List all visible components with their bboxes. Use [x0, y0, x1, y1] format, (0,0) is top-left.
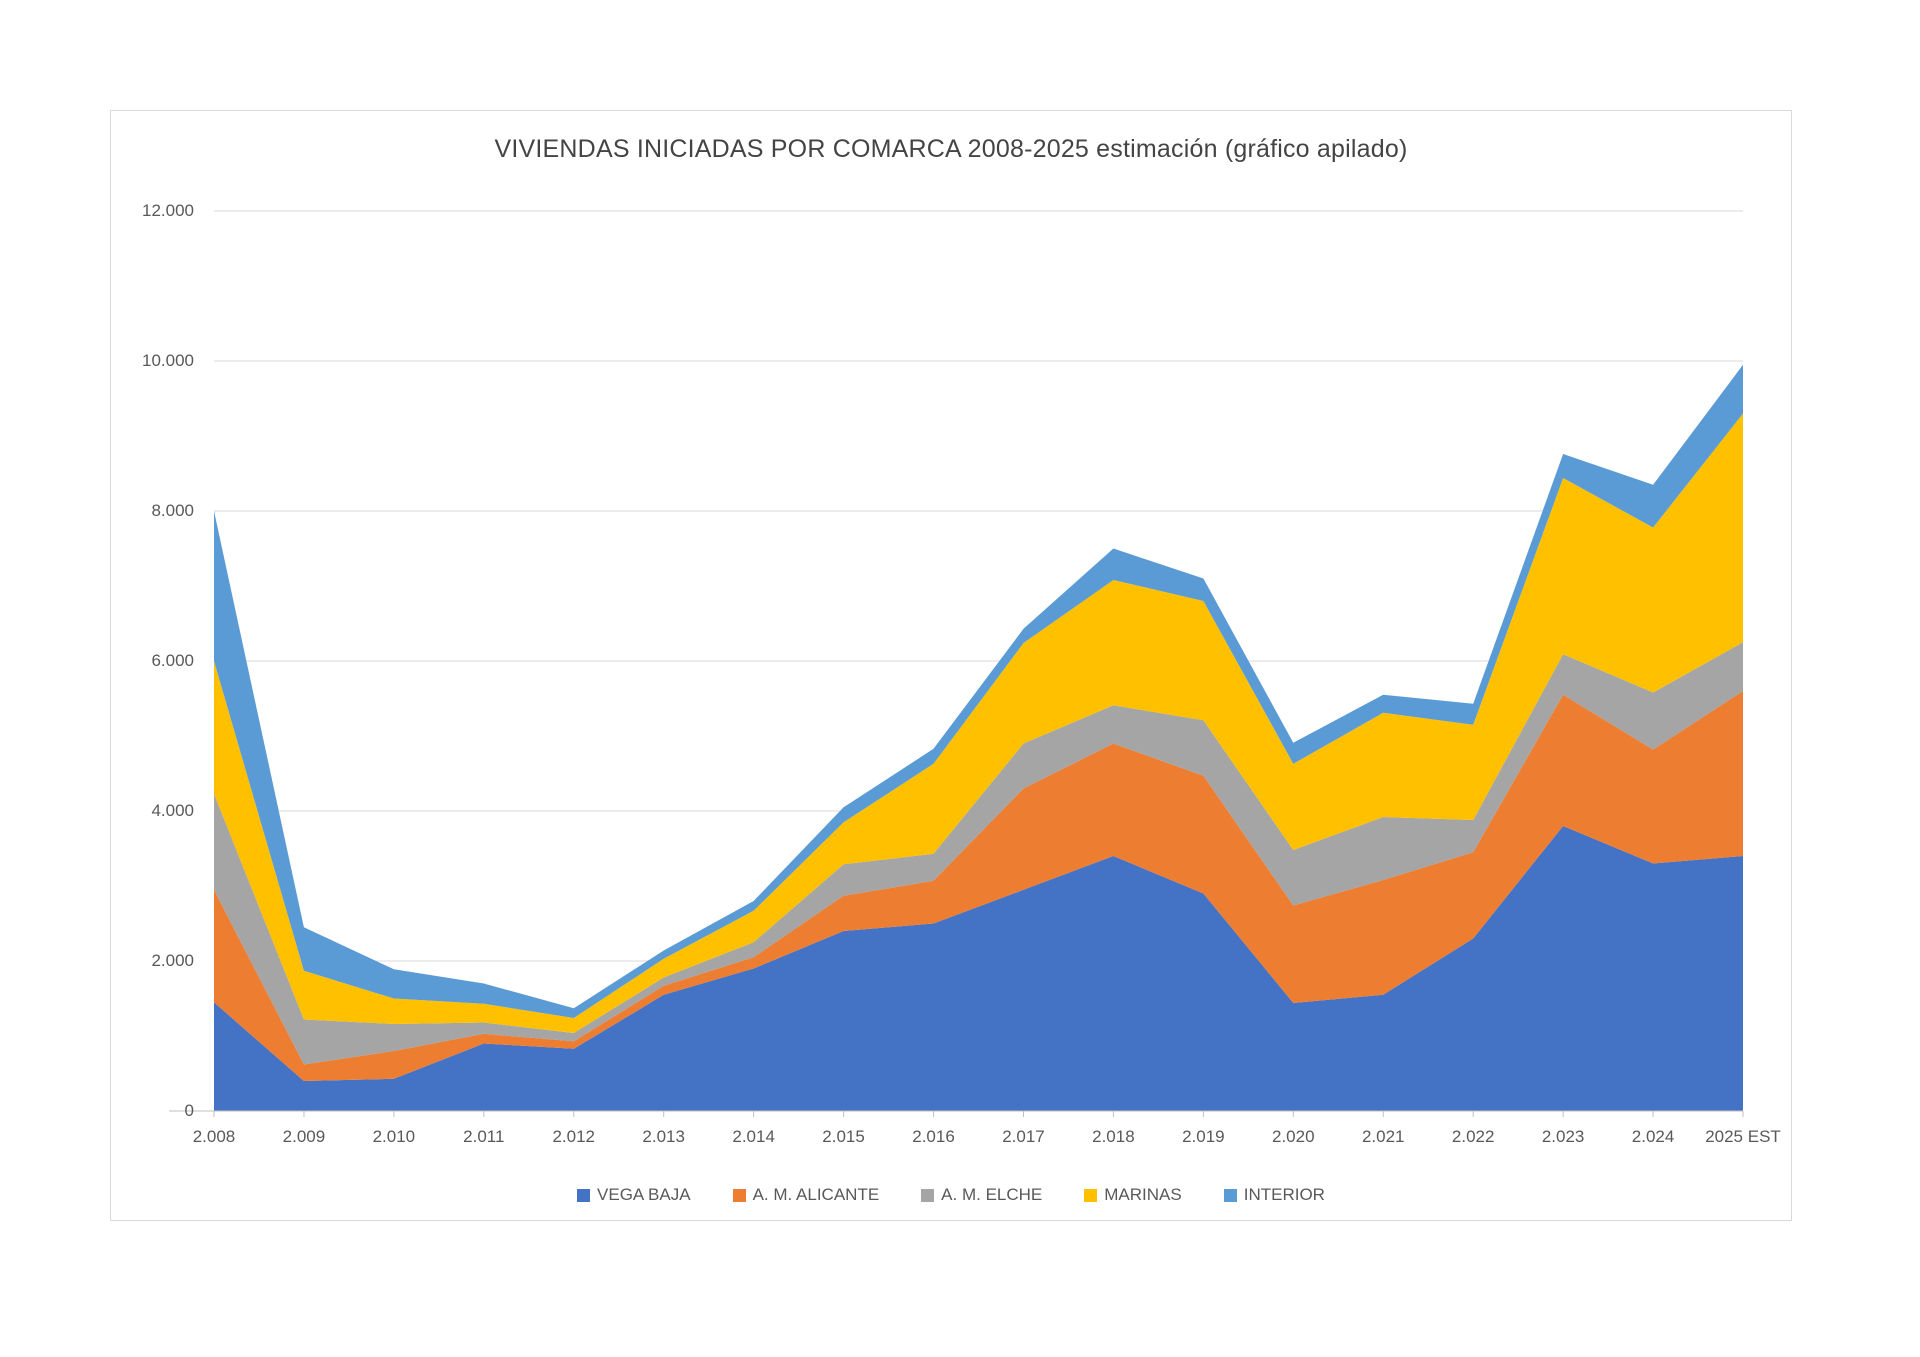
- x-axis-label: 2.016: [912, 1127, 955, 1146]
- y-axis-label: 4.000: [151, 801, 194, 820]
- x-axis-label: 2.021: [1361, 1127, 1405, 1146]
- y-axis-label: 0: [184, 1101, 194, 1120]
- x-axis-label: 2.022: [1451, 1127, 1495, 1146]
- plot-area[interactable]: [111, 111, 1793, 1222]
- series-area-a-m-elche[interactable]: [214, 642, 1743, 1065]
- legend-item-marinas[interactable]: MARINAS: [1084, 1185, 1182, 1205]
- x-axis-label: 2.020: [1272, 1127, 1315, 1146]
- chart-frame[interactable]: VIVIENDAS INICIADAS POR COMARCA 2008-202…: [110, 110, 1792, 1221]
- x-axis-label: 2.018: [1092, 1127, 1135, 1146]
- series-area-a-m-alicante[interactable]: [214, 691, 1743, 1081]
- x-axis-label: 2.012: [552, 1127, 596, 1146]
- x-axis-label: 2.015: [822, 1127, 865, 1146]
- x-axis-label: 2.010: [372, 1127, 416, 1146]
- legend-item-interior[interactable]: INTERIOR: [1223, 1185, 1325, 1205]
- y-axis-label: 6.000: [151, 651, 194, 670]
- y-axis-label: 12.000: [142, 201, 194, 220]
- legend-label-marinas: MARINAS: [1104, 1185, 1182, 1204]
- series-area-vega-baja[interactable]: [214, 826, 1743, 1111]
- legend-label-a-m-elche: A. M. ELCHE: [941, 1185, 1043, 1204]
- legend-swatch-a-m-alicante: [732, 1188, 746, 1202]
- x-axis-label: 2.024: [1631, 1127, 1675, 1146]
- legend-item-a-m-elche[interactable]: A. M. ELCHE: [921, 1185, 1042, 1205]
- x-axis-label: 2.017: [1002, 1127, 1045, 1146]
- x-axis-label: 2025 EST: [1705, 1127, 1781, 1146]
- x-axis-label: 2.008: [192, 1127, 236, 1146]
- y-axis-label: 8.000: [151, 501, 194, 520]
- legend-swatch-marinas: [1084, 1188, 1098, 1202]
- legend-item-a-m-alicante[interactable]: A. M. ALICANTE: [732, 1185, 880, 1205]
- legend: VEGA BAJA A. M. ALICANTE A. M. ELCHE MARINA…: [111, 1185, 1791, 1205]
- x-axis-label: 2.013: [642, 1127, 685, 1146]
- x-axis-label: 2.014: [732, 1127, 775, 1146]
- legend-label-vega-baja: VEGA BAJA: [597, 1185, 691, 1204]
- legend-label-a-m-alicante: A. M. ALICANTE: [752, 1185, 880, 1204]
- series-area-interior[interactable]: [214, 364, 1743, 1018]
- series-area-marinas[interactable]: [214, 413, 1743, 1034]
- x-axis-label: 2.023: [1541, 1127, 1585, 1146]
- chart-title: VIVIENDAS INICIADAS POR COMARCA 2008-202…: [494, 135, 1408, 163]
- legend-swatch-vega-baja: [577, 1188, 591, 1202]
- legend-label-interior: INTERIOR: [1243, 1185, 1325, 1204]
- x-axis-label: 2.019: [1182, 1127, 1225, 1146]
- y-axis-label: 10.000: [142, 351, 194, 370]
- x-axis-label: 2.011: [463, 1127, 505, 1146]
- legend-item-vega-baja[interactable]: VEGA BAJA: [577, 1185, 691, 1205]
- legend-swatch-a-m-elche: [921, 1188, 935, 1202]
- y-axis-label: 2.000: [151, 951, 194, 970]
- legend-swatch-interior: [1223, 1188, 1237, 1202]
- x-axis-label: 2.009: [282, 1127, 326, 1146]
